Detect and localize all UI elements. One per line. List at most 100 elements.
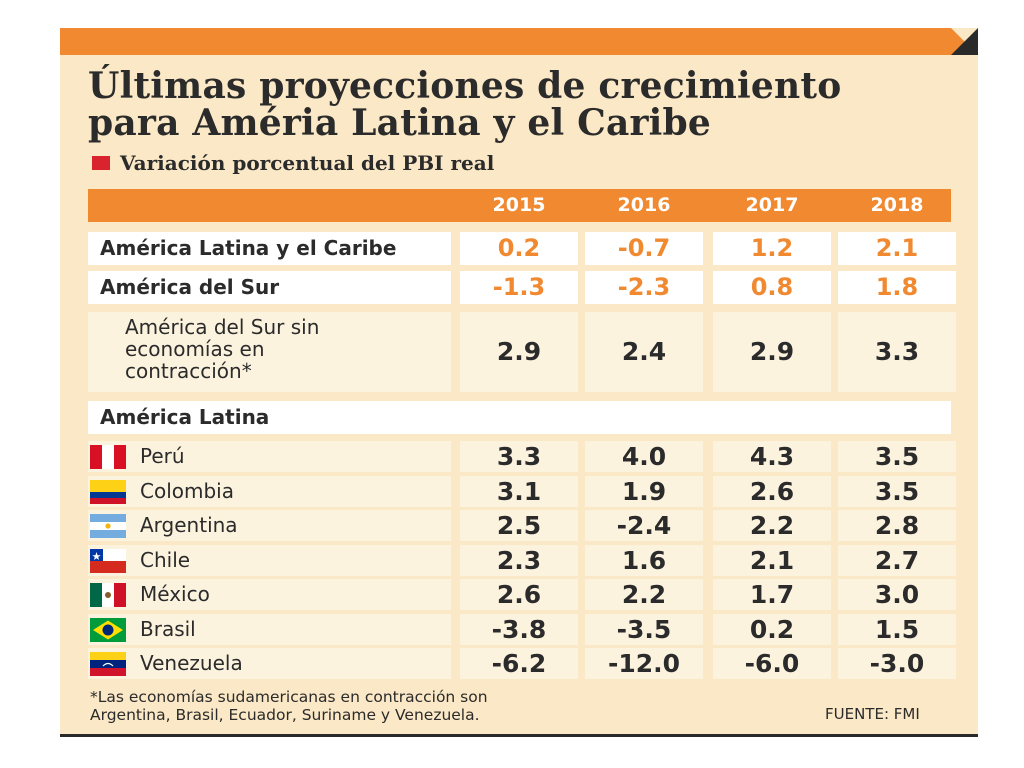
chile-flag-icon xyxy=(90,549,126,573)
infographic-card: Últimas proyecciones de crecimiento para… xyxy=(60,28,978,736)
bottom-rule xyxy=(60,734,978,737)
country-row-4-cell-2015 xyxy=(460,545,578,576)
country-row-4-value-2018: 2.7 xyxy=(874,546,920,575)
year-header-2017: 2017 xyxy=(745,194,799,216)
country-row-5-value-2017: 1.7 xyxy=(749,580,795,609)
chart-title: Últimas proyecciones de crecimiento para… xyxy=(88,68,841,142)
summary-row-2-value-2015: -1.3 xyxy=(492,273,546,301)
colombia-flag-icon xyxy=(90,480,126,504)
sub-row-cell-2016 xyxy=(585,312,703,392)
year-header-row: 2015 2016 2017 2018 xyxy=(88,189,951,222)
country-row-6-cell-2018 xyxy=(838,614,956,645)
country-row-5-cell-2018 xyxy=(838,579,956,610)
country-row-2-label-box xyxy=(88,476,451,507)
section-label: América Latina xyxy=(100,405,270,429)
summary-row-2-label-box xyxy=(88,271,451,304)
country-row-4-value-2016: 1.6 xyxy=(621,546,667,575)
country-row-1-cell-2015 xyxy=(460,441,578,472)
country-row-5-cell-2016 xyxy=(585,579,703,610)
summary-row-1-value-2017: 1.2 xyxy=(750,234,794,262)
country-row-1-value-2017: 4.3 xyxy=(749,442,795,471)
summary-row-1-cell-2015 xyxy=(460,232,578,265)
summary-row-2-cell-2016 xyxy=(585,271,703,304)
country-row-2-cell-2018 xyxy=(838,476,956,507)
country-row-6-cell-2017 xyxy=(713,614,831,645)
country-row-2-cell-2015 xyxy=(460,476,578,507)
country-row-7-label-box xyxy=(88,648,451,679)
country-row-1-value-2016: 4.0 xyxy=(621,442,667,471)
peru-flag-icon xyxy=(90,445,126,469)
sub-row-value-2017: 2.9 xyxy=(749,337,795,366)
country-row-5-value-2015: 2.6 xyxy=(496,580,542,609)
brazil-flag-icon xyxy=(90,618,126,642)
summary-row-2-value-2018: 1.8 xyxy=(875,273,919,301)
country-row-2-value-2016: 1.9 xyxy=(621,477,667,506)
country-row-6-value-2017: 0.2 xyxy=(749,615,795,644)
footnote-line-2: Argentina, Brasil, Ecuador, Suriname y V… xyxy=(90,706,480,724)
year-header-2015: 2015 xyxy=(492,194,546,216)
country-row-2-cell-2016 xyxy=(585,476,703,507)
country-row-4-name: Chile xyxy=(140,548,191,572)
country-row-7-value-2018: -3.0 xyxy=(869,649,925,678)
country-row-7-value-2017: -6.0 xyxy=(744,649,800,678)
country-row-1-cell-2017 xyxy=(713,441,831,472)
sub-row-cell-2015 xyxy=(460,312,578,392)
title-line-2: para Améria Latina y el Caribe xyxy=(88,102,711,144)
summary-row-1-label-box xyxy=(88,232,451,265)
subtitle-text: Variación porcentual del PBI real xyxy=(120,151,495,175)
country-row-7-cell-2015 xyxy=(460,648,578,679)
country-row-4-value-2015: 2.3 xyxy=(496,546,542,575)
country-row-3-value-2016: -2.4 xyxy=(616,511,672,540)
country-row-6-value-2018: 1.5 xyxy=(874,615,920,644)
country-row-2-value-2017: 2.6 xyxy=(749,477,795,506)
country-row-6-label-box xyxy=(88,614,451,645)
title-line-1: Últimas proyecciones de crecimiento xyxy=(88,65,842,107)
country-row-5-cell-2017 xyxy=(713,579,831,610)
sub-row-label-line-2: economías en xyxy=(125,337,265,361)
country-row-6-value-2016: -3.5 xyxy=(616,615,672,644)
country-row-3-cell-2017 xyxy=(713,510,831,541)
top-accent-bar xyxy=(60,28,978,55)
country-row-5-label-box xyxy=(88,579,451,610)
summary-row-2-cell-2015 xyxy=(460,271,578,304)
summary-row-2-value-2016: -2.3 xyxy=(617,273,671,301)
sub-row-cell-2018 xyxy=(838,312,956,392)
country-row-3-cell-2015 xyxy=(460,510,578,541)
country-row-6-value-2015: -3.8 xyxy=(491,615,547,644)
country-row-2-cell-2017 xyxy=(713,476,831,507)
country-row-6-cell-2015 xyxy=(460,614,578,645)
country-row-4-value-2017: 2.1 xyxy=(749,546,795,575)
country-row-6-name: Brasil xyxy=(140,617,196,641)
country-row-7-cell-2016 xyxy=(585,648,703,679)
country-row-1-cell-2016 xyxy=(585,441,703,472)
venezuela-flag-icon xyxy=(90,652,126,676)
country-row-2-value-2018: 3.5 xyxy=(874,477,920,506)
footnote-line-1: *Las economías sudamericanas en contracc… xyxy=(90,688,488,706)
summary-row-1-cell-2017 xyxy=(713,232,831,265)
country-row-1-value-2015: 3.3 xyxy=(496,442,542,471)
mexico-flag-icon xyxy=(90,583,126,607)
country-row-7-name: Venezuela xyxy=(140,651,243,675)
summary-row-1-value-2015: 0.2 xyxy=(497,234,541,262)
summary-row-1-cell-2018 xyxy=(838,232,956,265)
country-row-3-cell-2018 xyxy=(838,510,956,541)
summary-row-1-value-2018: 2.1 xyxy=(875,234,919,262)
sub-row-value-2016: 2.4 xyxy=(621,337,667,366)
sub-row-value-2015: 2.9 xyxy=(496,337,542,366)
country-row-1-cell-2018 xyxy=(838,441,956,472)
country-row-7-cell-2017 xyxy=(713,648,831,679)
country-row-4-cell-2018 xyxy=(838,545,956,576)
country-row-1-value-2018: 3.5 xyxy=(874,442,920,471)
section-label-box xyxy=(88,401,951,434)
summary-row-1-label: América Latina y el Caribe xyxy=(100,236,397,260)
summary-row-2-cell-2017 xyxy=(713,271,831,304)
summary-row-2-value-2017: 0.8 xyxy=(750,273,794,301)
country-row-6-cell-2016 xyxy=(585,614,703,645)
country-row-5-value-2018: 3.0 xyxy=(874,580,920,609)
country-row-3-value-2017: 2.2 xyxy=(749,511,795,540)
legend-square-icon xyxy=(92,156,110,170)
country-row-2-name: Colombia xyxy=(140,479,234,503)
summary-row-1-value-2016: -0.7 xyxy=(617,234,671,262)
country-row-7-cell-2018 xyxy=(838,648,956,679)
country-row-2-value-2015: 3.1 xyxy=(496,477,542,506)
